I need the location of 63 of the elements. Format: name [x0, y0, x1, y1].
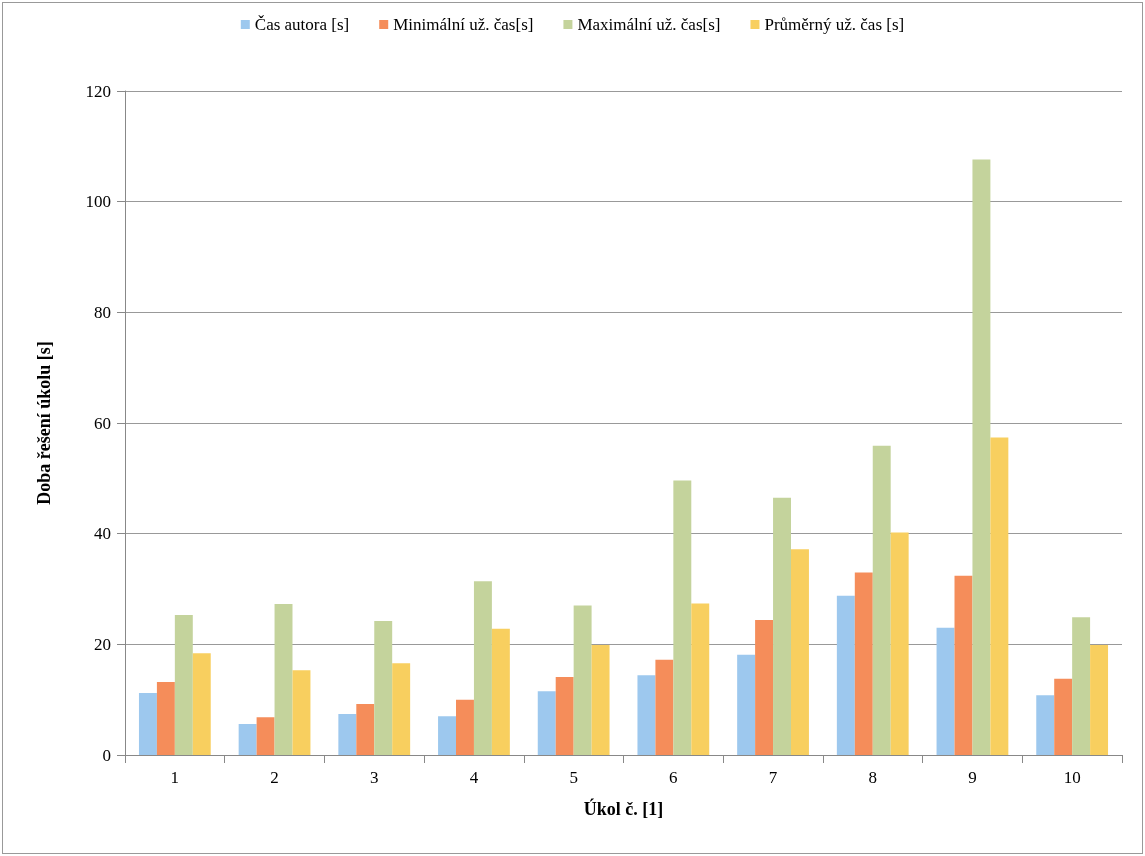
legend-label: Čas autora [s]	[254, 15, 350, 34]
bar	[138, 693, 157, 755]
bar	[338, 714, 357, 755]
bar	[954, 575, 973, 755]
x-tick-label: 7	[768, 768, 778, 787]
bar	[356, 704, 375, 755]
y-tick-label: 20	[94, 634, 111, 654]
y-tick-label: 100	[85, 192, 111, 212]
x-tick-label: 10	[1063, 768, 1081, 787]
y-tick-label: 120	[85, 81, 111, 101]
bar	[1072, 617, 1091, 755]
y-tick-label: 60	[94, 413, 111, 433]
bar	[573, 605, 592, 755]
bar	[1090, 644, 1109, 755]
bar	[836, 595, 855, 755]
x-tick-label: 6	[669, 768, 678, 787]
x-tick-label: 5	[569, 768, 578, 787]
legend-label: Maximální už. čas[s]	[577, 15, 721, 34]
bar	[936, 627, 955, 755]
bar	[773, 497, 791, 755]
x-tick-label: 1	[170, 768, 180, 787]
legend-label: Minimální už. čas[s]	[393, 15, 534, 34]
bar	[274, 603, 293, 755]
bar	[555, 676, 574, 755]
y-tick-label: 80	[94, 302, 111, 322]
bar	[755, 619, 774, 755]
bar	[591, 644, 610, 755]
bar	[637, 675, 656, 755]
bar	[537, 691, 556, 755]
bar	[192, 653, 211, 755]
bar	[292, 670, 311, 755]
bar	[392, 663, 411, 755]
bar	[655, 659, 674, 755]
bar	[1036, 695, 1055, 755]
bar	[990, 437, 1009, 755]
y-tick-label: 0	[102, 745, 111, 765]
bar	[1054, 678, 1073, 755]
bar	[491, 628, 510, 755]
bar	[972, 159, 991, 755]
bar	[438, 716, 456, 755]
bar	[374, 621, 393, 755]
bar	[890, 532, 909, 755]
bar	[473, 581, 492, 755]
x-tick-label: 8	[868, 768, 877, 787]
bar	[791, 549, 809, 755]
bar	[737, 654, 756, 755]
bar	[691, 603, 710, 755]
bar	[156, 681, 175, 755]
bar	[854, 572, 873, 755]
bar	[673, 480, 692, 755]
legend-label: Průměrný už. čas [s]	[764, 15, 905, 34]
x-tick-label: 3	[370, 768, 379, 787]
bar	[238, 724, 257, 755]
y-tick-label: 40	[94, 524, 111, 544]
bar	[174, 615, 193, 755]
x-tick-label: 2	[270, 768, 279, 787]
bar	[256, 717, 275, 755]
bar	[872, 445, 891, 755]
y-axis-title: Doba řešení úkolu [s]	[34, 341, 54, 505]
bar	[456, 699, 474, 755]
x-axis-title: Úkol č. [1]	[583, 798, 664, 819]
x-tick-label: 9	[968, 768, 977, 787]
x-tick-label: 4	[469, 768, 479, 787]
